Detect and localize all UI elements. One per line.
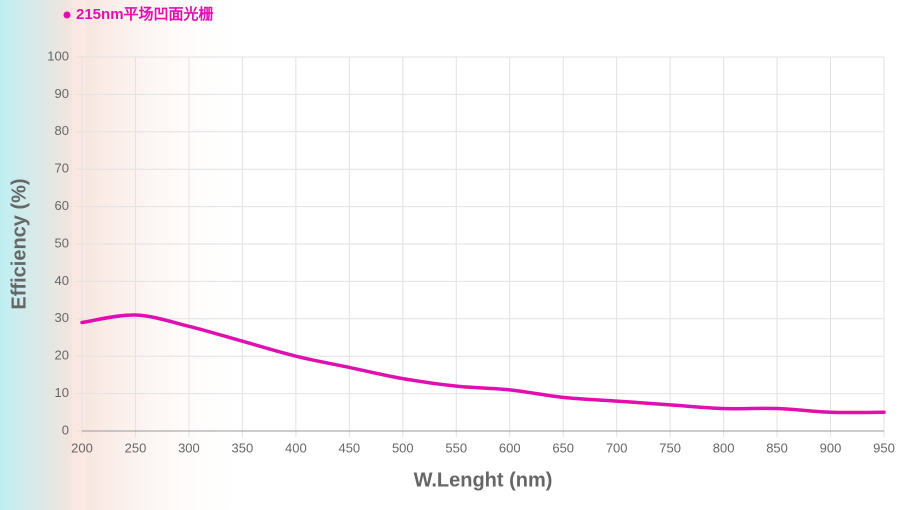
x-tick-label: 850 [766, 440, 788, 455]
x-tick-label: 900 [820, 440, 842, 455]
x-tick-label: 650 [552, 440, 574, 455]
x-tick-label: 350 [232, 440, 254, 455]
y-tick-label: 0 [62, 422, 69, 437]
background-decoration [0, 0, 250, 510]
x-tick-label: 750 [659, 440, 681, 455]
x-tick-label: 550 [445, 440, 467, 455]
x-tick-label: 450 [338, 440, 360, 455]
y-tick-label: 80 [55, 123, 69, 138]
y-tick-label: 70 [55, 161, 69, 176]
y-axis-title: Efficiency (%) [8, 178, 30, 309]
y-tick-label: 20 [55, 348, 69, 363]
x-tick-label: 600 [499, 440, 521, 455]
y-tick-label: 100 [47, 48, 69, 63]
legend: 215nm平场凹面光栅 [63, 5, 214, 23]
x-tick-label: 300 [178, 440, 200, 455]
y-tick-label: 40 [55, 273, 69, 288]
x-tick-label: 950 [873, 440, 895, 455]
x-tick-label: 250 [125, 440, 147, 455]
x-tick-label: 200 [71, 440, 93, 455]
y-tick-label: 10 [55, 385, 69, 400]
x-tick-label: 700 [606, 440, 628, 455]
y-tick-label: 90 [55, 86, 69, 101]
x-tick-label: 500 [392, 440, 414, 455]
x-tick-label: 400 [285, 440, 307, 455]
y-tick-label: 50 [55, 235, 69, 250]
x-tick-label: 800 [713, 440, 735, 455]
y-tick-label: 30 [55, 310, 69, 325]
line [80, 313, 886, 415]
legend-label: 215nm平场凹面光栅 [76, 5, 214, 23]
legend-marker [63, 11, 71, 19]
x-axis-title: W.Lenght (nm) [414, 469, 553, 491]
background-decoration [72, 0, 86, 510]
y-tick-label: 60 [55, 198, 69, 213]
